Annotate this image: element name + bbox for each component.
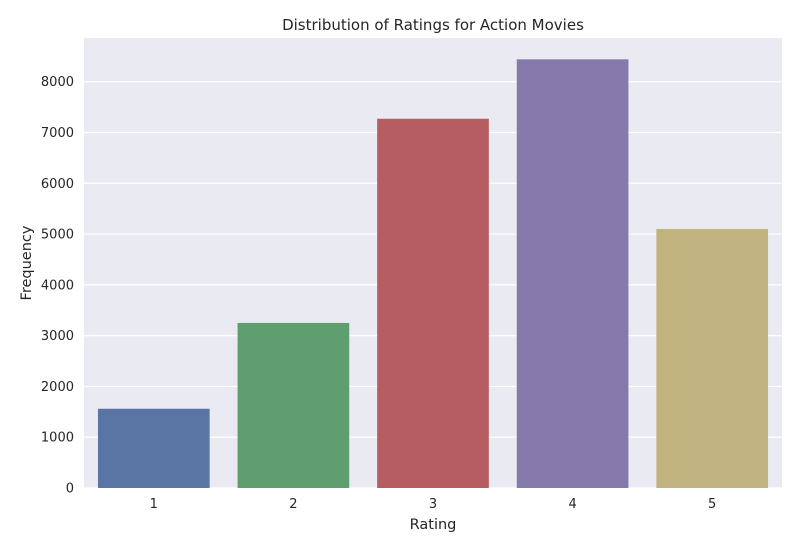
- bar-rating-3: [377, 118, 489, 488]
- y-tick-label: 6000: [41, 177, 74, 192]
- x-tick-labels: 1 2 3 4 5: [150, 497, 717, 512]
- y-axis-label: Frequency: [19, 225, 35, 300]
- x-tick-label: 2: [289, 497, 297, 512]
- bar-rating-4: [516, 59, 629, 489]
- bar-rating-1: [97, 408, 210, 488]
- y-tick-label: 1000: [41, 431, 74, 446]
- y-tick-label: 8000: [41, 75, 74, 90]
- x-tick-label: 1: [150, 497, 158, 512]
- x-tick-label: 3: [429, 497, 437, 512]
- bar-rating-5: [656, 228, 769, 489]
- y-tick-label: 5000: [41, 228, 74, 243]
- y-tick-labels: 0 1000 2000 3000 4000 5000 6000 7000 8000: [41, 75, 74, 496]
- bar-rating-2: [237, 322, 350, 488]
- x-tick-label: 4: [568, 497, 576, 512]
- y-tick-label: 3000: [41, 329, 74, 344]
- y-tick-label: 7000: [41, 126, 74, 141]
- y-tick-label: 4000: [41, 278, 74, 293]
- chart-title: Distribution of Ratings for Action Movie…: [282, 16, 584, 34]
- x-axis-label: Rating: [410, 517, 457, 533]
- y-tick-label: 2000: [41, 380, 74, 395]
- y-tick-label: 0: [66, 482, 74, 497]
- x-tick-label: 5: [708, 497, 716, 512]
- bars: [97, 59, 769, 489]
